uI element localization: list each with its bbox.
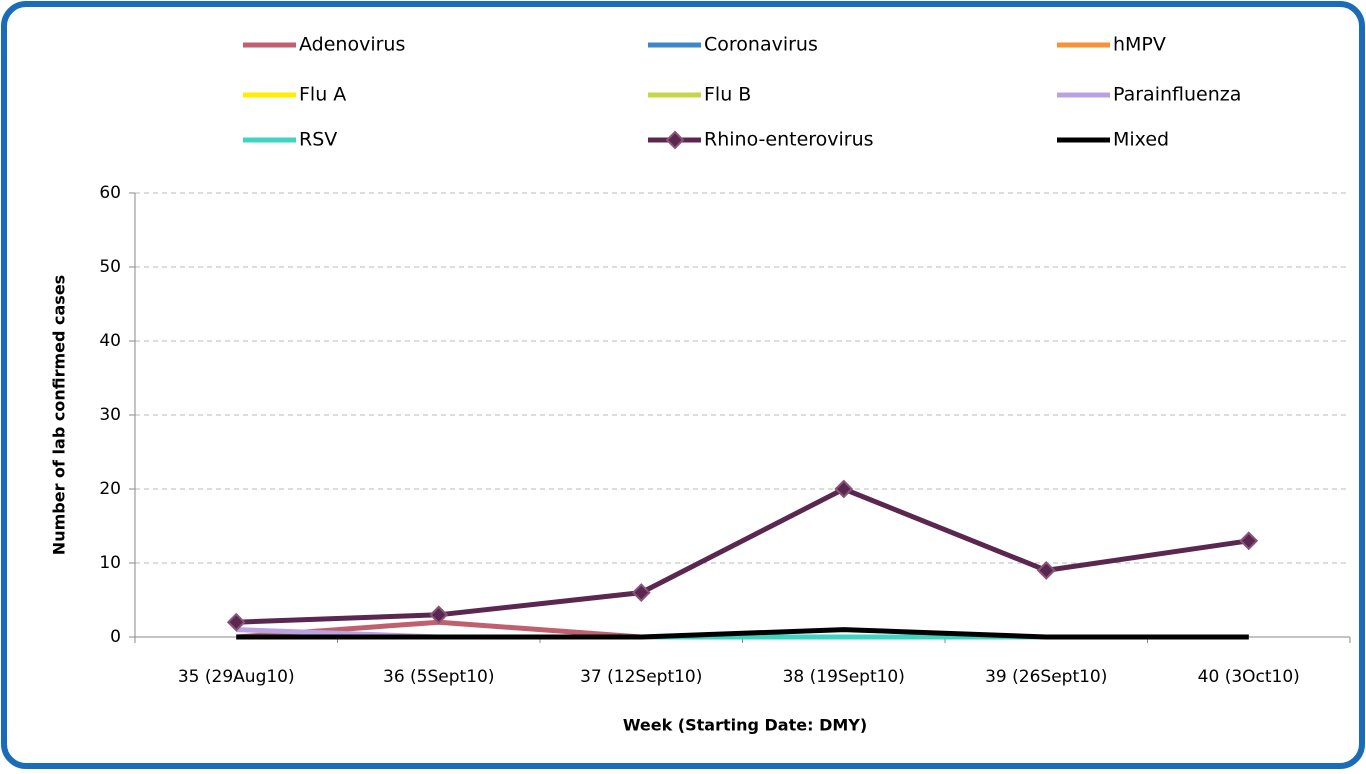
series-marker — [226, 612, 246, 632]
legend-label: hMPV — [1113, 34, 1166, 56]
y-tick-label: 20 — [99, 479, 121, 499]
x-axis-label: Week (Starting Date: DMY) — [623, 716, 867, 735]
x-tick-label: 38 (19Sept10) — [783, 667, 905, 687]
x-tick-label: 36 (5Sept10) — [383, 667, 494, 687]
y-axis-label: Number of lab confirmed cases — [50, 275, 69, 555]
legend-label: RSV — [299, 129, 337, 151]
series-marker — [1036, 560, 1056, 580]
legend-label: Flu B — [704, 84, 751, 106]
legend-label: Parainfluenza — [1113, 84, 1241, 106]
y-tick-label: 10 — [99, 553, 121, 573]
series-line — [236, 627, 1249, 640]
x-tick-label: 39 (26Sept10) — [985, 667, 1107, 687]
series-marker — [631, 583, 651, 603]
y-tick-label: 40 — [99, 331, 121, 351]
legend-label: Rhino-enterovirus — [704, 129, 874, 151]
y-tick-label: 0 — [110, 627, 121, 647]
legend-marker — [665, 130, 685, 150]
y-tick-label: 50 — [99, 257, 121, 277]
y-tick-label: 30 — [99, 405, 121, 425]
x-tick-label: 40 (3Oct10) — [1198, 667, 1300, 687]
legend-label: Flu A — [299, 84, 346, 106]
y-tick-label: 60 — [99, 183, 121, 203]
legend-label: Mixed — [1113, 129, 1169, 151]
legend-label: Coronavirus — [704, 34, 818, 56]
series-marker — [1239, 531, 1259, 551]
x-tick-label: 35 (29Aug10) — [178, 667, 295, 687]
series-line — [236, 486, 1250, 625]
series-marker — [834, 479, 854, 499]
legend-label: Adenovirus — [299, 34, 405, 56]
x-tick-label: 37 (12Sept10) — [580, 667, 702, 687]
series-marker — [429, 605, 449, 625]
